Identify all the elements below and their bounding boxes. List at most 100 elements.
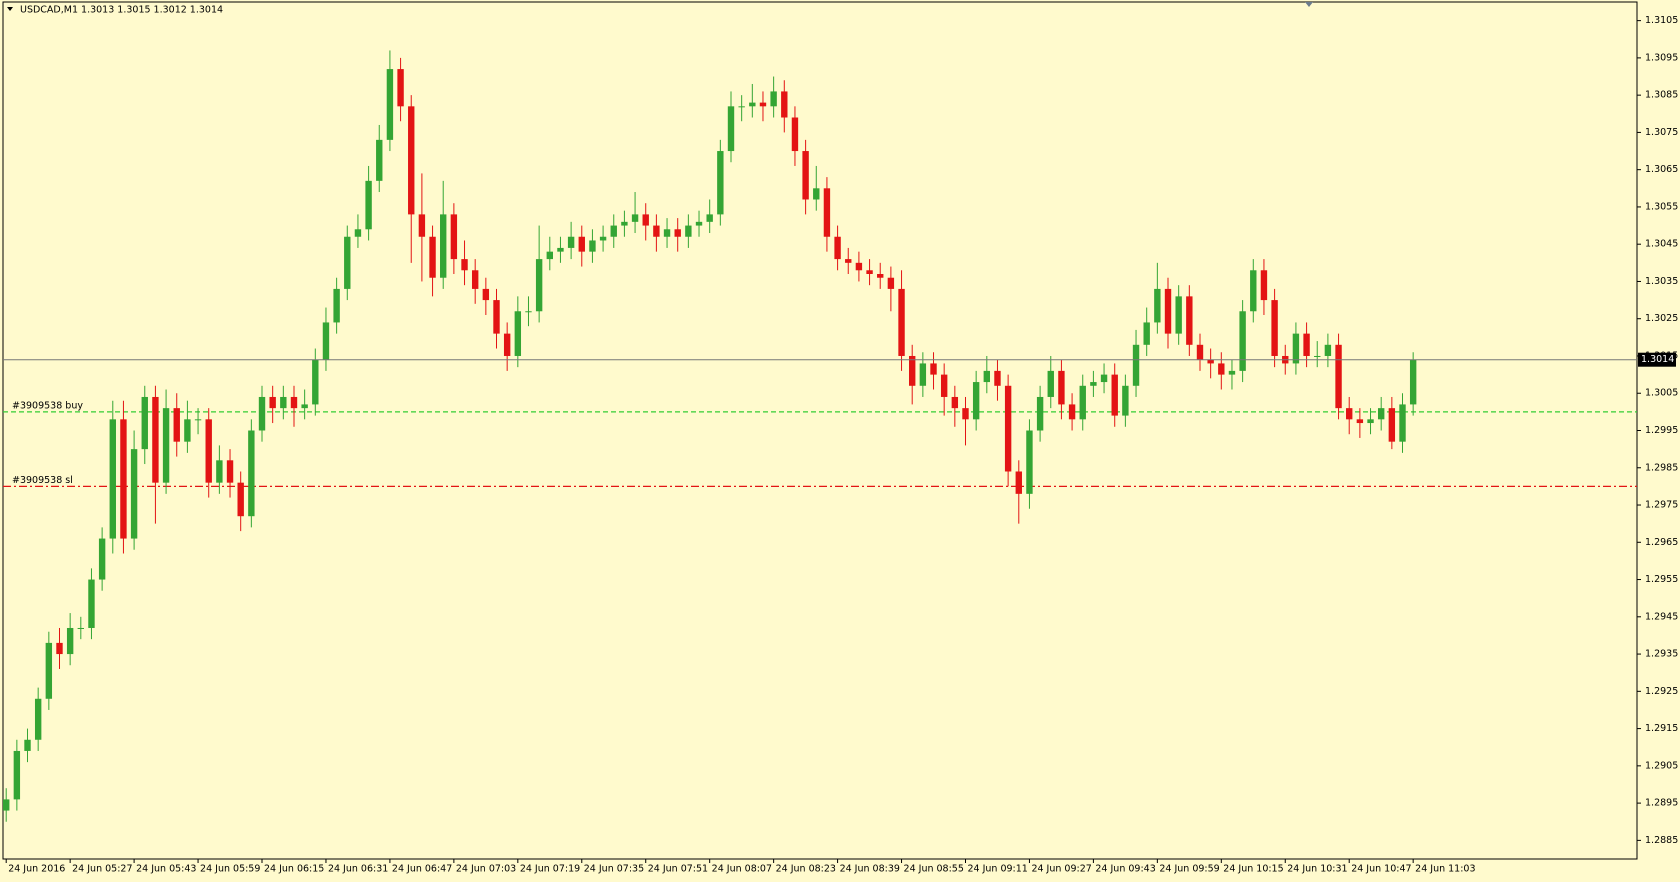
candle-body [3, 799, 10, 811]
candle-body [930, 363, 937, 375]
candle-body [1154, 288, 1161, 323]
x-tick-label: 24 Jun 06:15 [264, 864, 324, 875]
y-tick-label: 1.3095 [1645, 52, 1678, 63]
menu-arrow[interactable] [7, 7, 13, 11]
candle-body [1271, 300, 1278, 356]
y-tick-label: 1.2915 [1645, 723, 1678, 734]
candle-body [45, 642, 53, 699]
y-tick-label: 1.2905 [1645, 760, 1678, 771]
candle-body [834, 236, 841, 260]
candle-body [1399, 404, 1406, 442]
y-tick-label: 1.3045 [1645, 239, 1678, 250]
candle-body [1036, 396, 1044, 431]
candle-body [440, 214, 447, 278]
candle-body [738, 106, 745, 108]
x-tick-label: 24 Jun 07:35 [584, 864, 644, 875]
x-tick-label: 24 Jun 07:51 [648, 864, 708, 875]
candle-body [226, 460, 234, 483]
y-tick-label: 1.3035 [1645, 276, 1678, 287]
candle-body [1143, 322, 1150, 345]
candle-body [663, 229, 671, 237]
chart-title: USDCAD,M1 1.3013 1.3015 1.3012 1.3014 [20, 5, 223, 16]
candle-body [898, 288, 905, 356]
candle-body [120, 419, 127, 539]
candle-body [983, 370, 991, 383]
candle-body [759, 102, 767, 107]
candle-body [1218, 363, 1225, 375]
candle-body [909, 355, 916, 386]
candle-body [66, 627, 74, 655]
candle-body [344, 236, 351, 289]
candle-body [749, 102, 756, 107]
y-tick-label: 1.3085 [1645, 90, 1678, 101]
candle-body [248, 430, 255, 517]
candle-body [290, 396, 298, 409]
candle-body [1175, 296, 1182, 334]
candle-body [674, 229, 681, 237]
candle-body [1292, 333, 1300, 364]
candle-body [1026, 430, 1033, 494]
x-tick-label: 24 Jun 09:59 [1159, 864, 1219, 875]
x-tick-label: 24 Jun 08:39 [840, 864, 900, 875]
candle-body [1346, 408, 1353, 420]
y-tick-label: 1.3005 [1645, 388, 1678, 399]
candle-body [1058, 370, 1065, 405]
candle-body [450, 214, 458, 260]
candle-body [386, 69, 394, 140]
candle-body [1079, 385, 1086, 420]
x-tick-label: 24 Jun 06:47 [392, 864, 452, 875]
candle-body [1015, 471, 1022, 494]
candle-body [951, 396, 959, 409]
candle-body [919, 363, 927, 386]
candle-body [1324, 344, 1332, 356]
candle-body [514, 311, 522, 356]
candle-body [34, 698, 42, 740]
candle-body [1303, 333, 1310, 356]
candle-body [1356, 419, 1364, 424]
order-label: #3909538 sl [12, 475, 73, 486]
y-tick-label: 1.2995 [1645, 425, 1678, 436]
candle-body [557, 247, 564, 252]
x-tick-label: 24 Jun 08:23 [776, 864, 836, 875]
candle-body [1132, 344, 1140, 386]
candle-body [354, 229, 362, 237]
candle-body [312, 359, 319, 405]
candle-body [162, 408, 170, 483]
x-tick-label: 24 Jun 06:31 [328, 864, 388, 875]
candle-body [280, 396, 287, 409]
candle-body [589, 240, 596, 252]
candle-body [940, 374, 948, 397]
candle-body [1100, 374, 1108, 383]
x-tick-label: 24 Jun 09:43 [1095, 864, 1155, 875]
candle-body [685, 225, 692, 237]
x-tick-label: 24 Jun 08:07 [712, 864, 772, 875]
candle-body [1335, 344, 1342, 409]
y-tick-label: 1.2955 [1645, 574, 1678, 585]
y-tick-label: 1.2975 [1645, 500, 1678, 511]
y-tick-label: 1.2935 [1645, 649, 1678, 660]
candle-body [791, 117, 799, 152]
candle-body [56, 642, 63, 655]
candle-body [1388, 408, 1396, 442]
candle-body [994, 370, 1001, 386]
candle-body [1122, 385, 1129, 416]
candle-body [621, 221, 628, 226]
candle-body [1314, 355, 1321, 357]
candle-body [471, 270, 479, 289]
candle-body [376, 139, 383, 181]
candle-body [397, 69, 404, 107]
candle-body [205, 419, 212, 483]
price-label: 1.3014 [1641, 354, 1674, 365]
candle-body [365, 180, 372, 230]
candle-body [1164, 288, 1172, 334]
candle-body [578, 236, 585, 252]
candle-body [1196, 344, 1204, 360]
candle-body [408, 106, 415, 215]
candle-body [695, 221, 703, 226]
x-tick-label: 24 Jun 05:43 [136, 864, 196, 875]
candle-body [845, 259, 852, 263]
candle-body [269, 396, 276, 409]
candle-body [866, 270, 873, 275]
candle-body [802, 151, 809, 200]
x-tick-label: 24 Jun 10:15 [1223, 864, 1283, 875]
